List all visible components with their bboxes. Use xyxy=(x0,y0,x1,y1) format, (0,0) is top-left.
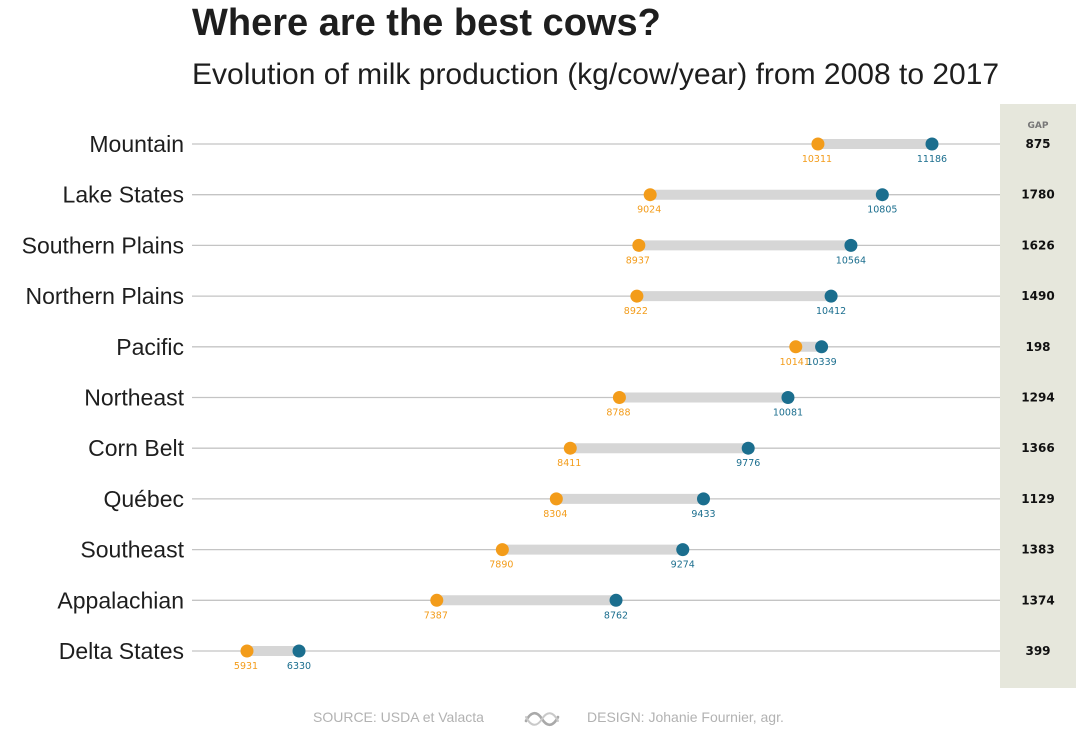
end-value-label: 9776 xyxy=(736,458,760,469)
start-value-label: 8922 xyxy=(624,306,648,317)
start-point xyxy=(430,593,444,607)
start-point xyxy=(612,391,626,404)
start-value-label: 7387 xyxy=(424,610,448,621)
start-point xyxy=(789,340,803,354)
gap-panel xyxy=(1000,104,1076,688)
start-point xyxy=(630,289,644,303)
start-point xyxy=(811,137,825,151)
gap-value: 399 xyxy=(1025,644,1050,658)
category-label: Lake States xyxy=(63,182,184,208)
category-label: Corn Belt xyxy=(88,435,184,461)
end-point xyxy=(696,492,710,506)
gap-value: 1366 xyxy=(1021,441,1054,455)
end-value-label: 11186 xyxy=(917,154,947,165)
end-value-label: 8762 xyxy=(604,610,628,621)
end-value-label: 10805 xyxy=(867,205,897,216)
start-value-label: 10311 xyxy=(802,154,832,165)
category-label: Northern Plains xyxy=(25,283,184,309)
start-value-label: 7890 xyxy=(489,560,513,571)
chart-title: Where are the best cows? xyxy=(192,2,661,44)
gap-value: 875 xyxy=(1025,137,1050,151)
gap-value: 1374 xyxy=(1021,593,1054,607)
start-point xyxy=(549,492,563,506)
start-value-label: 9024 xyxy=(637,205,661,216)
end-value-label: 10564 xyxy=(836,255,866,266)
end-value-label: 10339 xyxy=(806,357,836,368)
category-label: Mountain xyxy=(89,131,184,157)
start-value-label: 8788 xyxy=(606,408,630,419)
end-value-label: 9274 xyxy=(671,560,695,571)
end-point xyxy=(741,441,755,455)
category-label: Southeast xyxy=(80,537,184,563)
end-point xyxy=(925,137,939,151)
start-value-label: 8411 xyxy=(557,458,581,469)
source-credit: SOURCE: USDA et Valacta xyxy=(313,709,484,725)
end-point xyxy=(824,289,838,303)
gap-header: GAP xyxy=(1028,121,1049,131)
end-point xyxy=(781,391,795,404)
end-point xyxy=(875,188,889,202)
category-label: Northeast xyxy=(84,385,184,411)
gap-value: 1294 xyxy=(1021,391,1054,405)
gap-value: 1626 xyxy=(1021,238,1054,252)
category-label: Southern Plains xyxy=(22,232,184,258)
chart-subtitle: Evolution of milk production (kg/cow/yea… xyxy=(192,58,1000,91)
gap-value: 1490 xyxy=(1021,289,1054,303)
end-value-label: 10081 xyxy=(773,408,803,419)
start-value-label: 8304 xyxy=(543,509,567,520)
start-point xyxy=(495,543,509,557)
start-point xyxy=(240,644,254,658)
category-label: Appalachian xyxy=(57,587,184,613)
gap-value: 1383 xyxy=(1021,543,1054,557)
cow-logo-icon xyxy=(524,711,560,727)
end-value-label: 9433 xyxy=(691,509,715,520)
start-value-label: 5931 xyxy=(234,661,258,672)
end-value-label: 10412 xyxy=(816,306,846,317)
category-label: Delta States xyxy=(59,638,184,664)
start-value-label: 8937 xyxy=(626,255,650,266)
start-point xyxy=(643,188,657,202)
design-credit: DESIGN: Johanie Fournier, agr. xyxy=(587,709,784,725)
end-point xyxy=(609,593,623,607)
start-point xyxy=(563,441,577,455)
end-value-label: 6330 xyxy=(287,661,311,672)
end-point xyxy=(292,644,306,658)
category-label: Pacific xyxy=(116,334,184,360)
gap-value: 1780 xyxy=(1021,188,1054,202)
end-point xyxy=(815,340,829,354)
end-point xyxy=(676,543,690,557)
start-value-label: 10141 xyxy=(780,357,810,368)
start-point xyxy=(632,238,646,252)
gap-value: 198 xyxy=(1025,340,1050,354)
end-point xyxy=(844,238,858,252)
category-label: Québec xyxy=(103,486,184,512)
gap-value: 1129 xyxy=(1021,492,1054,506)
